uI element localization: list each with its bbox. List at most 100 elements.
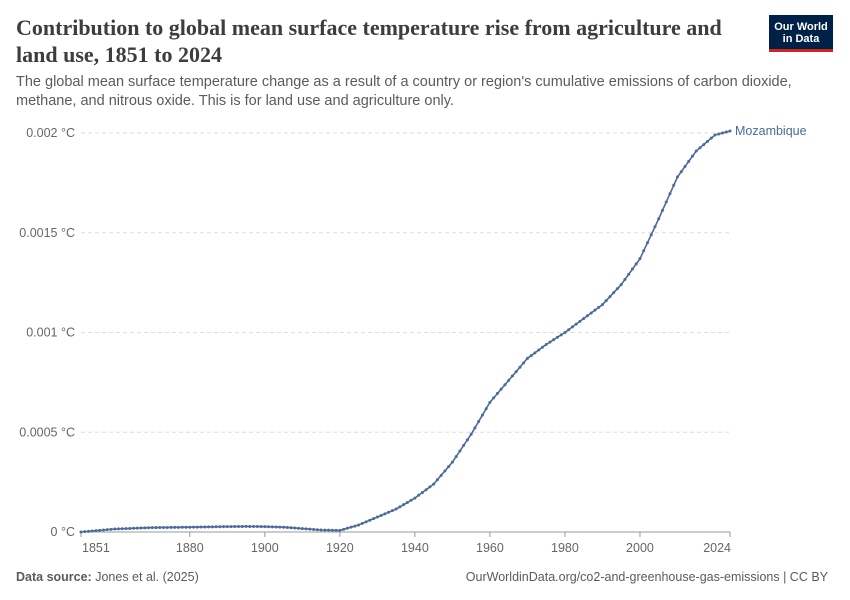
data-source: Data source: Jones et al. (2025) <box>16 570 199 584</box>
chart-title: Contribution to global mean surface temp… <box>16 15 722 67</box>
data-point <box>630 267 634 271</box>
x-axis: 1851 1880 1900 1920 1940 1960 1980 2000 2024 <box>80 531 731 555</box>
data-point <box>387 510 391 514</box>
x-tick-label: 1900 <box>251 541 279 555</box>
data-point <box>469 432 473 436</box>
data-point <box>690 154 694 158</box>
data-point <box>304 527 308 531</box>
x-tick-label: 2000 <box>626 541 654 555</box>
data-point <box>604 299 608 303</box>
data-point <box>417 493 421 497</box>
data-point <box>98 528 102 532</box>
data-point <box>574 322 578 326</box>
data-point <box>147 526 151 530</box>
data-point <box>323 528 327 532</box>
data-point <box>432 482 436 486</box>
data-point <box>214 525 218 529</box>
data-point <box>364 520 368 524</box>
data-point <box>300 527 304 531</box>
data-point <box>450 460 454 464</box>
data-point <box>383 512 387 516</box>
owid-logo[interactable]: Our World in Data <box>769 15 833 52</box>
data-point <box>420 490 424 494</box>
data-point <box>375 515 379 519</box>
series-line-mozambique[interactable] <box>80 130 731 533</box>
data-point <box>555 335 559 339</box>
line-chart: 0 °C 0.0005 °C 0.001 °C 0.0015 °C 0.002 °C 1… <box>19 124 807 555</box>
data-point <box>319 528 323 532</box>
data-point <box>240 524 244 528</box>
data-point <box>649 233 653 237</box>
data-point <box>645 241 649 245</box>
data-point <box>488 400 492 404</box>
data-point <box>195 525 199 529</box>
data-point <box>124 527 128 531</box>
data-point <box>128 526 132 530</box>
data-point <box>188 525 192 529</box>
data-point <box>713 133 717 137</box>
data-point <box>683 165 687 169</box>
data-point <box>150 526 154 530</box>
data-point <box>315 528 319 532</box>
x-tick-label: 1851 <box>82 541 110 555</box>
series-label: Mozambique <box>735 124 807 138</box>
data-point <box>428 485 432 489</box>
data-point <box>615 287 619 291</box>
data-point <box>398 505 402 509</box>
data-point <box>135 526 139 530</box>
data-point <box>233 525 237 529</box>
data-point <box>218 525 222 529</box>
data-point <box>270 525 274 529</box>
data-point <box>600 303 604 307</box>
data-point <box>612 291 616 295</box>
footer-credit[interactable]: OurWorldinData.org/co2-and-greenhouse-ga… <box>465 570 828 584</box>
data-point <box>244 524 248 528</box>
x-tick-label: 1980 <box>551 541 579 555</box>
data-source-link[interactable]: Jones et al. (2025) <box>95 570 199 584</box>
data-point <box>83 530 87 534</box>
data-point <box>495 392 499 396</box>
data-point <box>537 348 541 352</box>
data-point <box>717 132 721 136</box>
data-point <box>402 503 406 507</box>
data-point <box>248 524 252 528</box>
data-point <box>162 525 166 529</box>
data-point <box>567 328 571 332</box>
data-point <box>458 449 462 453</box>
x-tick-label: 2024 <box>703 541 731 555</box>
data-point <box>720 131 724 135</box>
data-point <box>623 277 627 281</box>
data-point <box>424 488 428 492</box>
data-point <box>120 527 124 531</box>
data-point <box>79 530 83 534</box>
data-point <box>285 525 289 529</box>
logo-line-2: in Data <box>782 33 820 45</box>
data-point <box>675 175 679 179</box>
data-point <box>559 333 563 337</box>
data-point <box>503 383 507 387</box>
data-point <box>608 295 612 299</box>
data-point <box>514 370 518 374</box>
data-point <box>582 317 586 321</box>
y-axis-ticks: 0 °C 0.0005 °C 0.001 °C 0.0015 °C 0.002 °C <box>19 126 75 539</box>
data-point <box>345 526 349 530</box>
data-point <box>668 192 672 196</box>
data-point <box>177 525 181 529</box>
data-point <box>117 527 121 531</box>
data-point <box>507 378 511 382</box>
data-point <box>237 524 241 528</box>
data-point <box>173 525 177 529</box>
data-point <box>657 217 661 221</box>
data-point <box>619 283 623 287</box>
data-point <box>465 438 469 442</box>
data-point <box>105 528 109 532</box>
data-point <box>289 526 293 530</box>
data-point <box>589 311 593 315</box>
data-point <box>353 524 357 528</box>
data-point <box>274 525 278 529</box>
data-point <box>334 528 338 532</box>
data-point <box>443 469 447 473</box>
data-point <box>447 465 451 469</box>
data-point <box>413 496 417 500</box>
data-point <box>357 523 361 527</box>
